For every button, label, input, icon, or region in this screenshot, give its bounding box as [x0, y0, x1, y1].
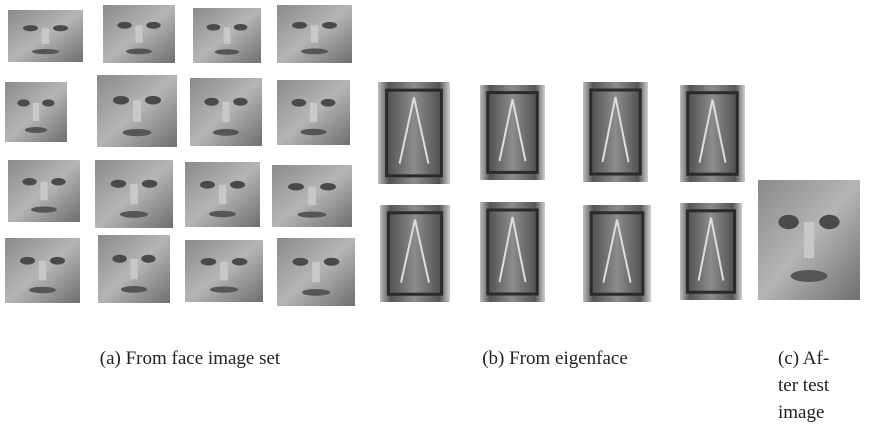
face-eye	[51, 178, 65, 185]
face-mouth	[209, 211, 236, 218]
face-eye	[201, 258, 217, 265]
face-nose	[133, 100, 141, 122]
face-mouth	[302, 289, 330, 296]
face-eye	[113, 96, 129, 105]
face-eye	[232, 258, 248, 265]
face-eye	[22, 178, 36, 185]
face-mouth	[120, 211, 148, 218]
face-eye	[321, 99, 336, 107]
face-eye	[112, 255, 126, 263]
face-eye	[292, 22, 307, 29]
face-eye	[322, 22, 337, 29]
face-eye	[778, 215, 798, 229]
face-eye	[293, 258, 309, 266]
face-mouth	[301, 49, 328, 55]
face-eye	[23, 25, 38, 31]
face-eye	[117, 22, 131, 29]
face-nose	[312, 262, 320, 282]
caption-c-line: (c) Af-	[778, 348, 829, 369]
face-mouth	[29, 287, 56, 294]
face-mouth	[210, 287, 238, 293]
face-eye	[200, 181, 215, 189]
face-nose	[42, 28, 50, 44]
face-nose	[40, 182, 47, 201]
face-mouth	[298, 212, 327, 218]
face-eye	[146, 22, 160, 29]
caption-b: (b) From eigenface	[482, 348, 628, 369]
face-eye	[207, 24, 221, 31]
face-eye	[324, 258, 340, 266]
caption-a: (a) From face image set	[100, 348, 281, 369]
face-nose	[308, 187, 316, 206]
face-mouth	[121, 286, 147, 293]
face-nose	[219, 185, 227, 205]
face-eye	[141, 255, 155, 263]
face-images	[5, 5, 860, 306]
face-eye	[42, 99, 54, 106]
face-nose	[224, 27, 231, 44]
figure: (a) From face image set (b) From eigenfa…	[0, 0, 882, 432]
face-eye	[17, 99, 29, 106]
face-mouth	[31, 207, 57, 213]
face-mouth	[32, 49, 59, 54]
face-nose	[310, 103, 317, 123]
face-mouth	[791, 270, 828, 282]
face-mouth	[126, 49, 152, 55]
face-mouth	[213, 129, 239, 136]
face-eye	[288, 183, 304, 190]
face-eye	[292, 99, 307, 107]
face-eye	[233, 98, 247, 106]
face-nose	[222, 102, 229, 122]
face-eye	[145, 96, 161, 105]
face-eye	[111, 180, 127, 188]
face-mouth	[123, 129, 152, 136]
face-eye	[142, 180, 158, 188]
face-nose	[130, 184, 138, 204]
face-nose	[135, 25, 142, 42]
face-eye	[320, 183, 336, 190]
face-eye	[20, 257, 35, 265]
face-eye	[819, 215, 839, 229]
face-nose	[804, 222, 814, 258]
face-nose	[33, 103, 39, 121]
face-nose	[130, 259, 137, 279]
face-nose	[220, 262, 228, 281]
face-eye	[50, 257, 65, 265]
face-eye	[230, 181, 245, 189]
face-eye	[204, 98, 218, 106]
caption-c-line: image	[778, 402, 824, 423]
face-mouth	[215, 49, 239, 55]
face-mouth	[25, 127, 47, 133]
face-nose	[39, 261, 47, 281]
caption-c-line: ter test	[778, 375, 830, 396]
face-eye	[234, 24, 248, 31]
face-eye	[53, 25, 68, 31]
face-nose	[311, 25, 319, 42]
face-mouth	[300, 129, 326, 136]
